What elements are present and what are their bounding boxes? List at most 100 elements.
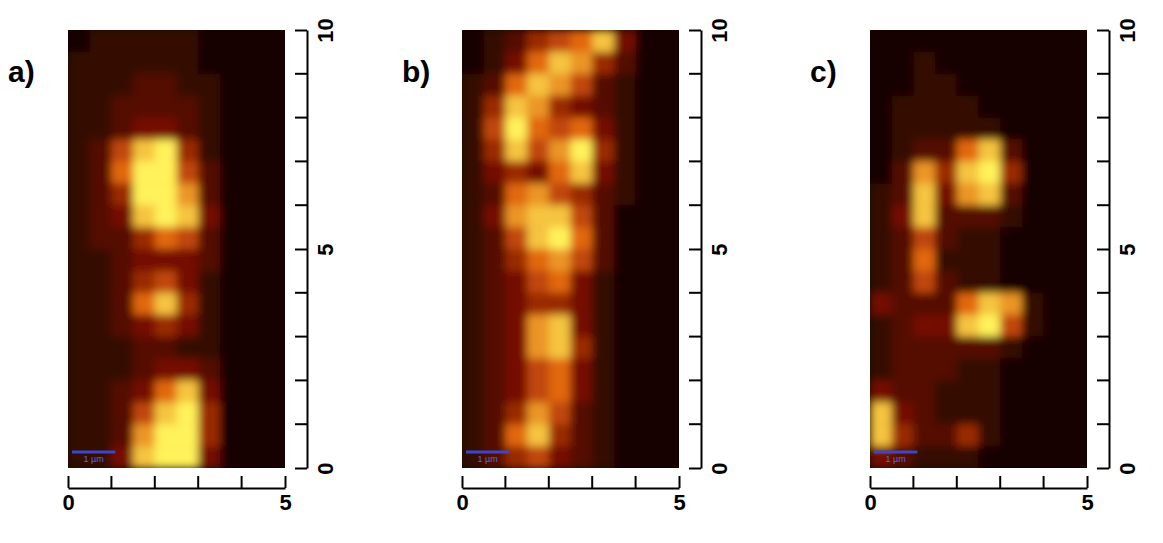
cell [198, 315, 220, 338]
scale-bar-label: 1 µm [84, 454, 104, 464]
cell [220, 52, 242, 75]
cell [198, 74, 220, 97]
cell [935, 271, 957, 294]
cell [111, 183, 133, 206]
cell [571, 315, 593, 338]
cell [527, 161, 549, 184]
cell [1000, 380, 1022, 403]
cell [1022, 271, 1044, 294]
cell [242, 227, 264, 250]
tick-mark [295, 30, 307, 32]
tick-mark [1097, 249, 1109, 251]
cell [1022, 205, 1044, 228]
cell [892, 337, 914, 360]
cell [1022, 118, 1044, 141]
cell [571, 183, 593, 206]
cell [177, 205, 199, 228]
tick-mark [295, 249, 307, 251]
cell [220, 140, 242, 163]
cell [957, 161, 979, 184]
cell [177, 249, 199, 272]
minor-tick [591, 476, 593, 488]
cell [1044, 424, 1066, 447]
cell [592, 74, 614, 97]
cell [263, 183, 285, 206]
cell [220, 74, 242, 97]
tick-mark [679, 476, 681, 488]
cell [979, 30, 1001, 53]
cell [263, 96, 285, 119]
cell [527, 293, 549, 316]
minor-tick [1097, 204, 1109, 206]
cell [1044, 161, 1066, 184]
cell [549, 227, 571, 250]
cell [263, 161, 285, 184]
cell [979, 380, 1001, 403]
cell [1000, 205, 1022, 228]
cell [263, 205, 285, 228]
cells [870, 30, 1087, 468]
cell [527, 227, 549, 250]
cell [505, 227, 527, 250]
cell [484, 118, 506, 141]
cell [549, 183, 571, 206]
cell [571, 74, 593, 97]
cell [68, 249, 90, 272]
cell [1044, 271, 1066, 294]
cell [462, 249, 484, 272]
cell [657, 271, 679, 294]
cell [133, 380, 155, 403]
cell [133, 359, 155, 382]
cell [636, 359, 658, 382]
cell [614, 446, 636, 468]
cell [913, 380, 935, 403]
cell [614, 424, 636, 447]
cell [242, 380, 264, 403]
cell [935, 293, 957, 316]
cell [979, 402, 1001, 425]
cell [133, 337, 155, 360]
cell [155, 315, 177, 338]
cell [263, 337, 285, 360]
cell [957, 249, 979, 272]
cell [892, 315, 914, 338]
cell [242, 74, 264, 97]
cell [155, 271, 177, 294]
axis-line [69, 488, 286, 490]
cell [913, 205, 935, 228]
cell [90, 227, 112, 250]
cell [571, 402, 593, 425]
cell [484, 52, 506, 75]
cell [155, 205, 177, 228]
cell [90, 74, 112, 97]
cell [177, 30, 199, 53]
cell [571, 96, 593, 119]
cell [462, 402, 484, 425]
cell [614, 161, 636, 184]
cell [198, 249, 220, 272]
tick-label: 5 [707, 243, 732, 255]
cell [1044, 446, 1066, 468]
cell [198, 183, 220, 206]
cell [870, 183, 892, 206]
cell [133, 227, 155, 250]
cell [592, 271, 614, 294]
panel-label: a) [8, 55, 35, 88]
cell [1022, 74, 1044, 97]
cell [935, 227, 957, 250]
cell [614, 118, 636, 141]
cell [1065, 402, 1087, 425]
cell [870, 161, 892, 184]
cell [592, 227, 614, 250]
cell [133, 183, 155, 206]
cell [90, 183, 112, 206]
cell [1000, 271, 1022, 294]
cell [957, 424, 979, 447]
cell [242, 271, 264, 294]
cell [592, 446, 614, 468]
cell [657, 96, 679, 119]
cell [571, 359, 593, 382]
cell [935, 424, 957, 447]
cell [263, 249, 285, 272]
cell [913, 359, 935, 382]
